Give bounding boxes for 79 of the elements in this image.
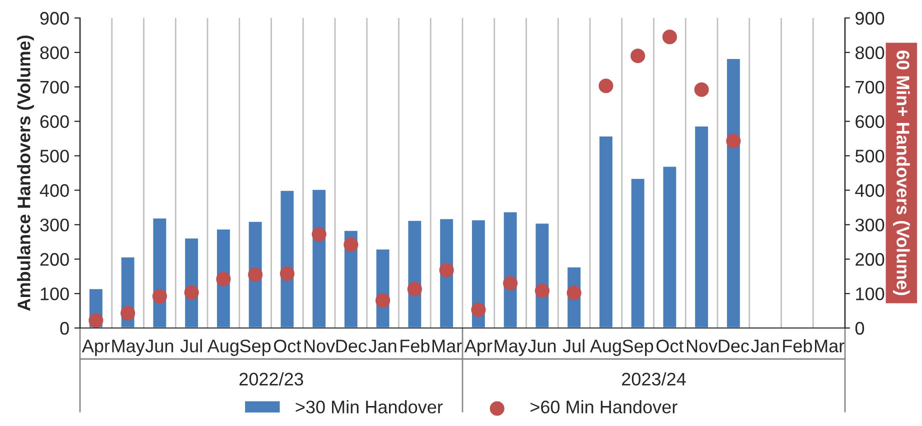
point [376,293,390,308]
x-tick-label: Jul [562,339,584,352]
y-tick-label: 200 [40,253,69,266]
point [152,289,167,304]
bar [598,135,614,328]
y-tick-label: 600 [40,115,69,128]
point [344,237,358,252]
x-tick-label: Apr [464,340,492,356]
point [439,262,454,278]
x-tick-label: Dec [336,340,367,352]
y2-tick-label: 200 [856,253,884,266]
x-tick-label: Feb [783,339,812,352]
y-tick-label: 500 [40,150,69,162]
x-tick-label: Aug [207,340,238,356]
x-tick-label: Nov [686,340,718,352]
bar [726,58,742,328]
y2-axis-title: 60 Min+ Handovers (Volume) [893,50,910,296]
y-tick-label: 700 [40,80,69,94]
y2-tick-label: 700 [856,80,884,94]
point [88,313,104,328]
point [312,227,326,242]
point [630,48,646,64]
point [216,272,231,286]
x-tick-label: Jan [751,340,779,352]
y2-tick-label: 100 [856,287,884,300]
y2-tick-label: 400 [855,184,884,197]
y-tick-label: 100 [40,287,69,300]
x-tick-label: Jun [145,340,174,352]
point [248,267,263,282]
point [184,285,199,300]
point [407,282,422,296]
y2-tick-label: 900 [856,12,884,25]
y2-tick-label: 500 [855,150,884,162]
y-tick-label: 800 [40,46,69,60]
point [503,276,518,291]
point [662,30,677,44]
bar [630,177,646,328]
bar [279,190,296,328]
point [598,78,614,94]
x-tick-label: Sep [622,340,654,356]
legend-label: >60 Min Handover [530,400,678,414]
x-tick-label: Jun [528,340,556,352]
x-tick-label: Sep [240,340,271,356]
x-tick-label: Jan [368,340,396,352]
point [566,286,582,300]
x-tick-label: Mar [432,340,462,352]
x-tick-label: May [112,340,145,356]
point [471,302,486,318]
y2-tick-label: 800 [856,46,884,60]
bar [502,210,518,328]
point [726,134,741,148]
point [280,266,294,281]
bar [694,125,710,328]
y-axis-title: Ambulance Handovers (Volume) [17,36,34,311]
y2-tick-label: 0 [855,322,864,335]
x-tick-label: Oct [656,340,684,352]
x-tick-label: Oct [274,340,302,352]
x-tick-label: Nov [304,340,336,352]
point [534,284,550,298]
y-tick-label: 0 [60,322,69,335]
x-tick-label: Aug [590,340,621,356]
point [120,306,136,320]
y2-tick-label: 600 [856,115,884,128]
bar [662,165,678,328]
y2-tick-label: 300 [855,218,884,232]
x-tick-label: Feb [400,339,430,352]
point [694,82,709,97]
text: 2022/23 [240,372,304,386]
y-tick-label: 400 [40,184,69,197]
y-tick-label: 900 [40,12,69,25]
y-tick-label: 300 [40,218,69,232]
x-tick-label: Apr [82,340,110,356]
x-tick-label: Mar [814,340,844,352]
bar [311,188,327,328]
legend-label: >30 Min Handover [296,400,443,414]
x-tick-label: Dec [718,340,750,352]
x-tick-label: May [494,340,528,356]
x-tick-label: Jul [180,339,202,352]
text: 2023/24 [622,372,686,386]
